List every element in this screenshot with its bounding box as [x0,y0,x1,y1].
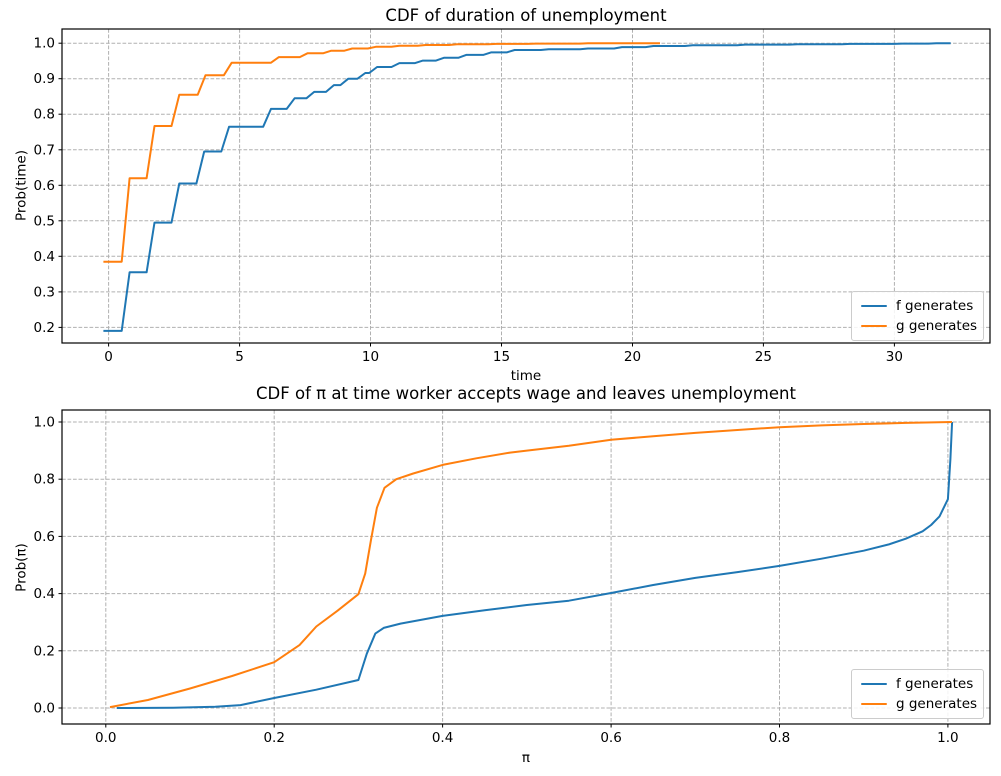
legend-entry-f: f generates [861,674,974,694]
legend-label-g: g generates [896,318,978,334]
top-chart-legend: f generates g generates [851,291,984,341]
top-chart-xlabel: time [510,368,542,384]
bottom-chart-ylabel: Prob(π) [13,543,30,592]
svg-text:15: 15 [493,349,510,365]
bottom-chart-xlabel: π [521,750,531,766]
legend-entry-g: g generates [861,694,978,714]
legend-entry-g: g generates [861,316,978,336]
svg-text:0.8: 0.8 [34,472,55,488]
svg-text:0.6: 0.6 [600,730,621,746]
legend-label-g: g generates [896,696,978,712]
f-line-swatch [861,682,887,686]
svg-text:0.2: 0.2 [263,730,284,746]
svg-text:1.0: 1.0 [937,730,958,746]
svg-text:0.7: 0.7 [34,142,55,158]
svg-text:0.4: 0.4 [34,586,55,602]
svg-text:1.0: 1.0 [34,36,55,52]
svg-text:1.0: 1.0 [34,415,55,431]
svg-text:0.0: 0.0 [95,730,116,746]
svg-text:0.3: 0.3 [34,284,55,300]
legend-entry-f: f generates [861,296,974,316]
svg-text:0.2: 0.2 [34,320,55,336]
svg-text:10: 10 [362,349,379,365]
bottom-chart-legend: f generates g generates [851,669,984,719]
svg-text:0.4: 0.4 [34,249,55,265]
svg-text:0.5: 0.5 [34,213,55,229]
svg-text:25: 25 [755,349,772,365]
svg-text:5: 5 [235,349,244,365]
svg-text:0: 0 [104,349,113,365]
svg-text:0.0: 0.0 [34,701,55,717]
svg-text:0.6: 0.6 [34,529,55,545]
svg-text:0.9: 0.9 [34,71,55,87]
svg-text:0.6: 0.6 [34,178,55,194]
legend-label-f: f generates [896,676,974,692]
g-line-swatch [861,324,887,328]
svg-text:0.8: 0.8 [769,730,790,746]
g-line-swatch [861,702,887,706]
f-line-swatch [861,304,887,308]
top-chart-ylabel: Prob(time) [13,149,30,222]
svg-text:30: 30 [886,349,903,365]
svg-text:20: 20 [624,349,641,365]
svg-text:0.2: 0.2 [34,643,55,659]
top-chart-title: CDF of duration of unemployment [385,6,667,25]
svg-text:0.4: 0.4 [432,730,453,746]
legend-label-f: f generates [896,298,974,314]
bottom-chart-title: CDF of π at time worker accepts wage and… [256,384,796,403]
svg-text:0.8: 0.8 [34,107,55,123]
